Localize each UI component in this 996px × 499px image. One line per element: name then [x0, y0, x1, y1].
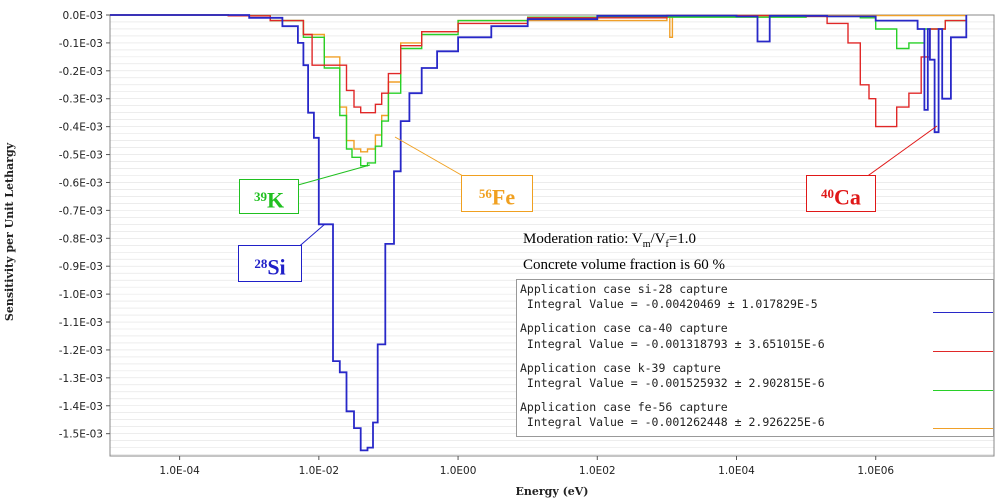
y-tick-label: -0.6E-03 [59, 177, 103, 189]
y-tick-label: -1.0E-03 [59, 289, 103, 301]
arrow-fe [394, 136, 471, 181]
x-tick-label: 1.0E06 [857, 465, 894, 477]
legend-value-k: Integral Value = -0.001525932 ± 2.902815… [520, 376, 825, 390]
legend: Application case si-28 capture Integral … [516, 279, 994, 437]
moderation-ratio-text: Moderation ratio: Vm/Vf=1.0 [523, 231, 696, 250]
annotation-ca-symbol: Ca [834, 184, 861, 210]
legend-title-k: Application case k-39 capture [520, 361, 721, 375]
moderation-prefix: Moderation ratio: V [523, 231, 643, 247]
annotation-si: 28Si [238, 245, 302, 282]
y-tick-label: -0.3E-03 [59, 94, 103, 106]
legend-line-ca [933, 351, 993, 352]
y-tick-label: -0.7E-03 [59, 205, 103, 217]
series-line-si [110, 14, 968, 452]
annotation-si-mass: 28 [254, 256, 268, 271]
legend-title-si: Application case si-28 capture [520, 282, 728, 296]
x-axis-label: Energy (eV) [515, 485, 588, 498]
moderation-slash: /V [650, 231, 666, 247]
moderation-suffix: =1.0 [668, 231, 697, 247]
y-tick-label: -1.3E-03 [59, 373, 103, 385]
annotation-fe: 56Fe [461, 175, 533, 212]
annotation-fe-symbol: Fe [491, 184, 516, 210]
y-tick-label: -1.4E-03 [59, 401, 103, 413]
moderation-sub-m: m [642, 239, 651, 250]
y-tick-label: -0.8E-03 [59, 233, 103, 245]
series-group [110, 14, 968, 452]
legend-value-ca: Integral Value = -0.001318793 ± 3.651015… [520, 337, 825, 351]
y-tick-label: -1.1E-03 [59, 317, 103, 329]
annotation-fe-mass: 56 [478, 186, 492, 201]
x-tick-label: 1.0E-04 [159, 465, 200, 477]
annotation-k-symbol: K [266, 187, 285, 213]
annotation-ca-mass: 40 [821, 186, 835, 201]
x-axis-ticks: 1.0E-04 1.0E-02 1.0E00 1.0E02 1.0E04 1.0E06 [159, 456, 894, 477]
legend-title-fe: Application case fe-56 capture [520, 400, 728, 414]
y-tick-label: -0.2E-03 [59, 66, 103, 78]
x-tick-label: 1.0E02 [579, 465, 616, 477]
x-tick-label: 1.0E04 [718, 465, 755, 477]
y-tick-label: -1.5E-03 [59, 429, 103, 441]
legend-value-si: Integral Value = -0.00420469 ± 1.017829E… [520, 297, 818, 311]
annotation-k: 39K [239, 179, 299, 214]
arrow-ca [861, 125, 938, 181]
annotation-ca: 40Ca [806, 175, 876, 212]
y-axis-label: Sensitivity per Unit Lethargy [3, 142, 16, 321]
concrete-fraction-text: Concrete volume fraction is 60 % [523, 257, 726, 273]
legend-line-k [933, 390, 993, 391]
y-tick-label: 0.0E-03 [63, 10, 103, 22]
x-tick-label: 1.0E-02 [299, 465, 339, 477]
x-tick-label: 1.0E00 [440, 465, 477, 477]
legend-line-si [933, 312, 993, 313]
arrow-k [297, 164, 371, 186]
y-tick-label: -0.1E-03 [59, 38, 103, 50]
y-tick-label: -0.5E-03 [59, 150, 103, 162]
plot-frame [109, 14, 995, 457]
series-line-ca [110, 14, 967, 128]
moderation-sub-f: f [665, 239, 669, 250]
y-tick-label: -0.9E-03 [59, 261, 103, 273]
annotation-si-symbol: Si [267, 254, 286, 280]
annotation-k-mass: 39 [253, 189, 267, 204]
legend-title-ca: Application case ca-40 capture [520, 321, 728, 335]
legend-value-fe: Integral Value = -0.001262448 ± 2.926225… [520, 415, 825, 429]
y-axis-ticks: 0.0E-03 -0.1E-03 -0.2E-03 -0.3E-03 -0.4E-03 -… [59, 10, 110, 441]
legend-line-fe [933, 428, 993, 429]
y-tick-label: -0.4E-03 [59, 122, 103, 134]
y-tick-label: -1.2E-03 [59, 345, 103, 357]
